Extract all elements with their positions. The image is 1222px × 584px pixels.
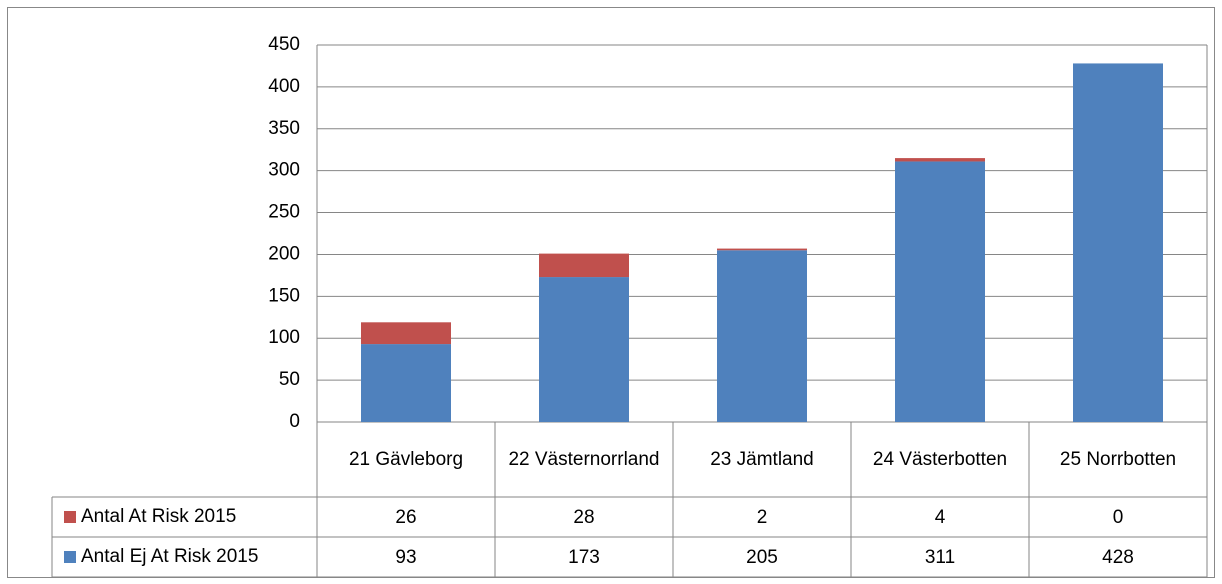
bar-segment bbox=[895, 158, 985, 162]
y-tick-label: 200 bbox=[268, 243, 300, 264]
bar-segment bbox=[539, 253, 629, 278]
bar-segment bbox=[361, 322, 451, 345]
y-tick-label: 100 bbox=[268, 327, 300, 348]
table-value: 0 bbox=[1113, 507, 1124, 528]
y-tick-label: 450 bbox=[268, 34, 300, 55]
legend-key bbox=[64, 551, 76, 563]
y-tick-label: 50 bbox=[279, 369, 300, 390]
bar-segment bbox=[895, 161, 985, 422]
legend-label: Antal At Risk 2015 bbox=[81, 506, 237, 527]
table-value: 428 bbox=[1102, 547, 1134, 568]
table-value: 311 bbox=[925, 547, 955, 568]
table-value: 26 bbox=[395, 507, 416, 528]
y-tick-label: 300 bbox=[268, 160, 300, 181]
table-value: 205 bbox=[746, 547, 778, 568]
legend-key bbox=[64, 511, 76, 523]
table-value: 4 bbox=[935, 507, 946, 528]
y-tick-label: 400 bbox=[268, 76, 300, 97]
category-label: 21 Gävleborg bbox=[348, 448, 464, 470]
y-tick-label: 350 bbox=[268, 118, 300, 139]
category-label: 24 Västerbotten bbox=[872, 448, 1008, 470]
y-tick-label: 250 bbox=[268, 202, 300, 223]
table-value: 2 bbox=[757, 507, 768, 528]
category-label: 23 Jämtland bbox=[710, 448, 814, 470]
bar-segment bbox=[717, 248, 807, 251]
bar-segment bbox=[361, 344, 451, 422]
category-label: 25 Norrbotten bbox=[1059, 448, 1177, 470]
y-tick-label: 0 bbox=[289, 411, 300, 432]
category-label: 22 Västernorrland bbox=[508, 448, 660, 470]
legend-label: Antal Ej At Risk 2015 bbox=[81, 546, 259, 567]
table-value: 93 bbox=[395, 547, 416, 568]
legend-entry: Antal At Risk 2015 bbox=[52, 497, 317, 537]
legend-entry: Antal Ej At Risk 2015 bbox=[52, 537, 317, 577]
bar-segment bbox=[539, 277, 629, 422]
bar-segment bbox=[1073, 63, 1163, 422]
y-tick-label: 150 bbox=[268, 285, 300, 306]
bar-segment bbox=[717, 250, 807, 422]
table-value: 173 bbox=[568, 547, 600, 568]
table-value: 28 bbox=[573, 507, 594, 528]
